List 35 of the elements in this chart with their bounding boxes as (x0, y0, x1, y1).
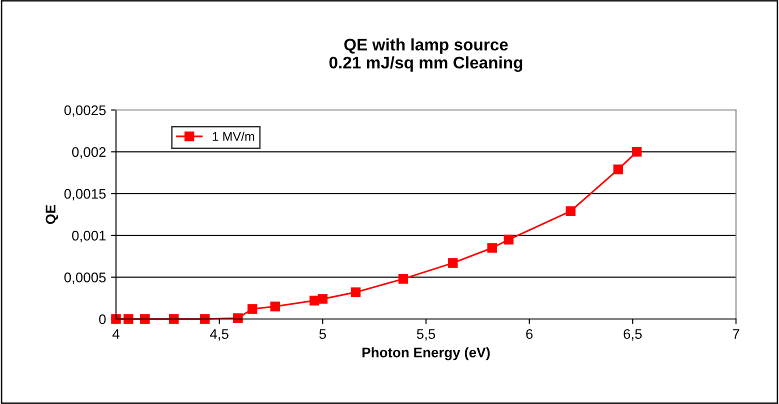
point (632, 146, 642, 157)
chart-title: QE with lamp source 0.21 mJ/sq mm Cleaning (329, 38, 522, 72)
y-tick-label: 0,0005 (64, 272, 106, 284)
point (233, 313, 243, 324)
y-tick-label: 0 (99, 314, 106, 324)
x-tick-label: 6 (526, 329, 533, 339)
x-tick-label: 5,5 (416, 329, 436, 341)
point (318, 294, 328, 304)
legend-label: 1 MV/m (212, 132, 254, 141)
y-tick-label: 0,002 (72, 147, 106, 159)
x-tick-label: 4 (112, 329, 120, 339)
x-tick-label: 5 (319, 329, 326, 339)
point (350, 287, 361, 298)
point (448, 258, 458, 268)
x-tick-label: 7 (732, 329, 740, 339)
point (248, 304, 258, 314)
y-axis-title: QE (46, 205, 58, 224)
point (398, 274, 408, 284)
x-tick-label: 4,5 (210, 329, 228, 341)
y-tick-label: 0,0025 (64, 105, 106, 117)
y-tick-label: 0,001 (72, 230, 106, 242)
point (200, 314, 210, 324)
point (310, 296, 320, 306)
point (111, 314, 121, 324)
point (566, 206, 576, 216)
point (613, 164, 624, 174)
point (140, 314, 150, 324)
point (124, 314, 134, 324)
point (169, 314, 179, 324)
x-axis-title: Photon Energy (eV) (362, 347, 490, 360)
point (504, 234, 514, 244)
point (487, 243, 497, 253)
point (270, 302, 280, 312)
y-tick-label: 0,0015 (64, 188, 106, 200)
x-tick-label: 6,5 (624, 329, 642, 341)
